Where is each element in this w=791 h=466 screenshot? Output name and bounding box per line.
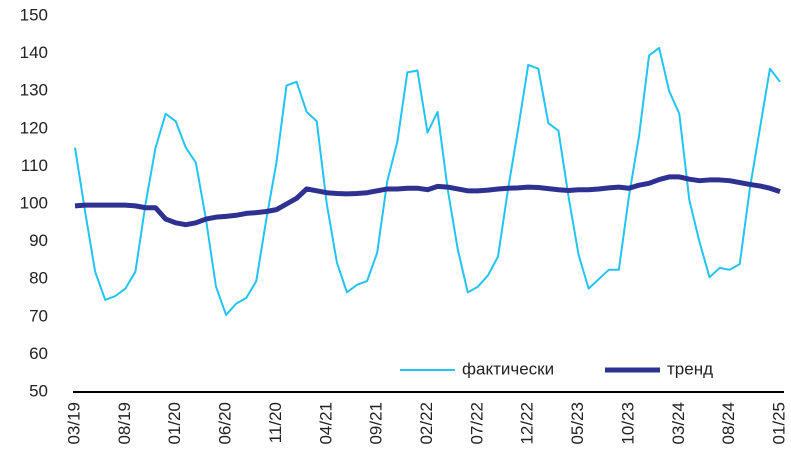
x-tick-label: 12/22 <box>518 402 537 445</box>
y-tick-label: 70 <box>29 306 48 325</box>
legend-label: тренд <box>667 359 713 378</box>
line-series <box>74 46 781 316</box>
x-tick-label: 04/21 <box>316 402 335 445</box>
x-tick-label: 08/24 <box>719 402 738 445</box>
x-tick-label: 08/19 <box>115 402 134 445</box>
y-tick-label: 120 <box>20 118 48 137</box>
x-tick-label: 11/20 <box>266 402 285 443</box>
y-tick-label: 150 <box>20 5 48 24</box>
x-tick-label: 09/21 <box>367 402 386 445</box>
x-tick-label: 01/25 <box>769 402 788 445</box>
y-tick-label: 80 <box>29 269 48 288</box>
x-tick-label: 02/22 <box>417 402 436 445</box>
x-tick-label: 10/23 <box>618 402 637 445</box>
y-tick-label: 130 <box>20 81 48 100</box>
x-tick-label: 01/20 <box>165 402 184 445</box>
y-tick-label: 140 <box>20 43 48 62</box>
y-tick-label: 60 <box>29 344 48 363</box>
x-tick-label: 06/20 <box>216 402 235 445</box>
x-tick-label: 03/19 <box>64 402 83 445</box>
y-tick-label: 90 <box>29 231 48 250</box>
line-series <box>74 174 781 228</box>
y-tick-label: 100 <box>20 193 48 212</box>
y-tick-label: 110 <box>21 156 48 175</box>
legend-label: фактически <box>462 359 554 378</box>
x-tick-label: 07/22 <box>467 402 486 445</box>
x-tick-label: 03/24 <box>669 402 688 445</box>
y-tick-label: 50 <box>29 381 48 400</box>
x-tick-label: 05/23 <box>568 402 587 445</box>
